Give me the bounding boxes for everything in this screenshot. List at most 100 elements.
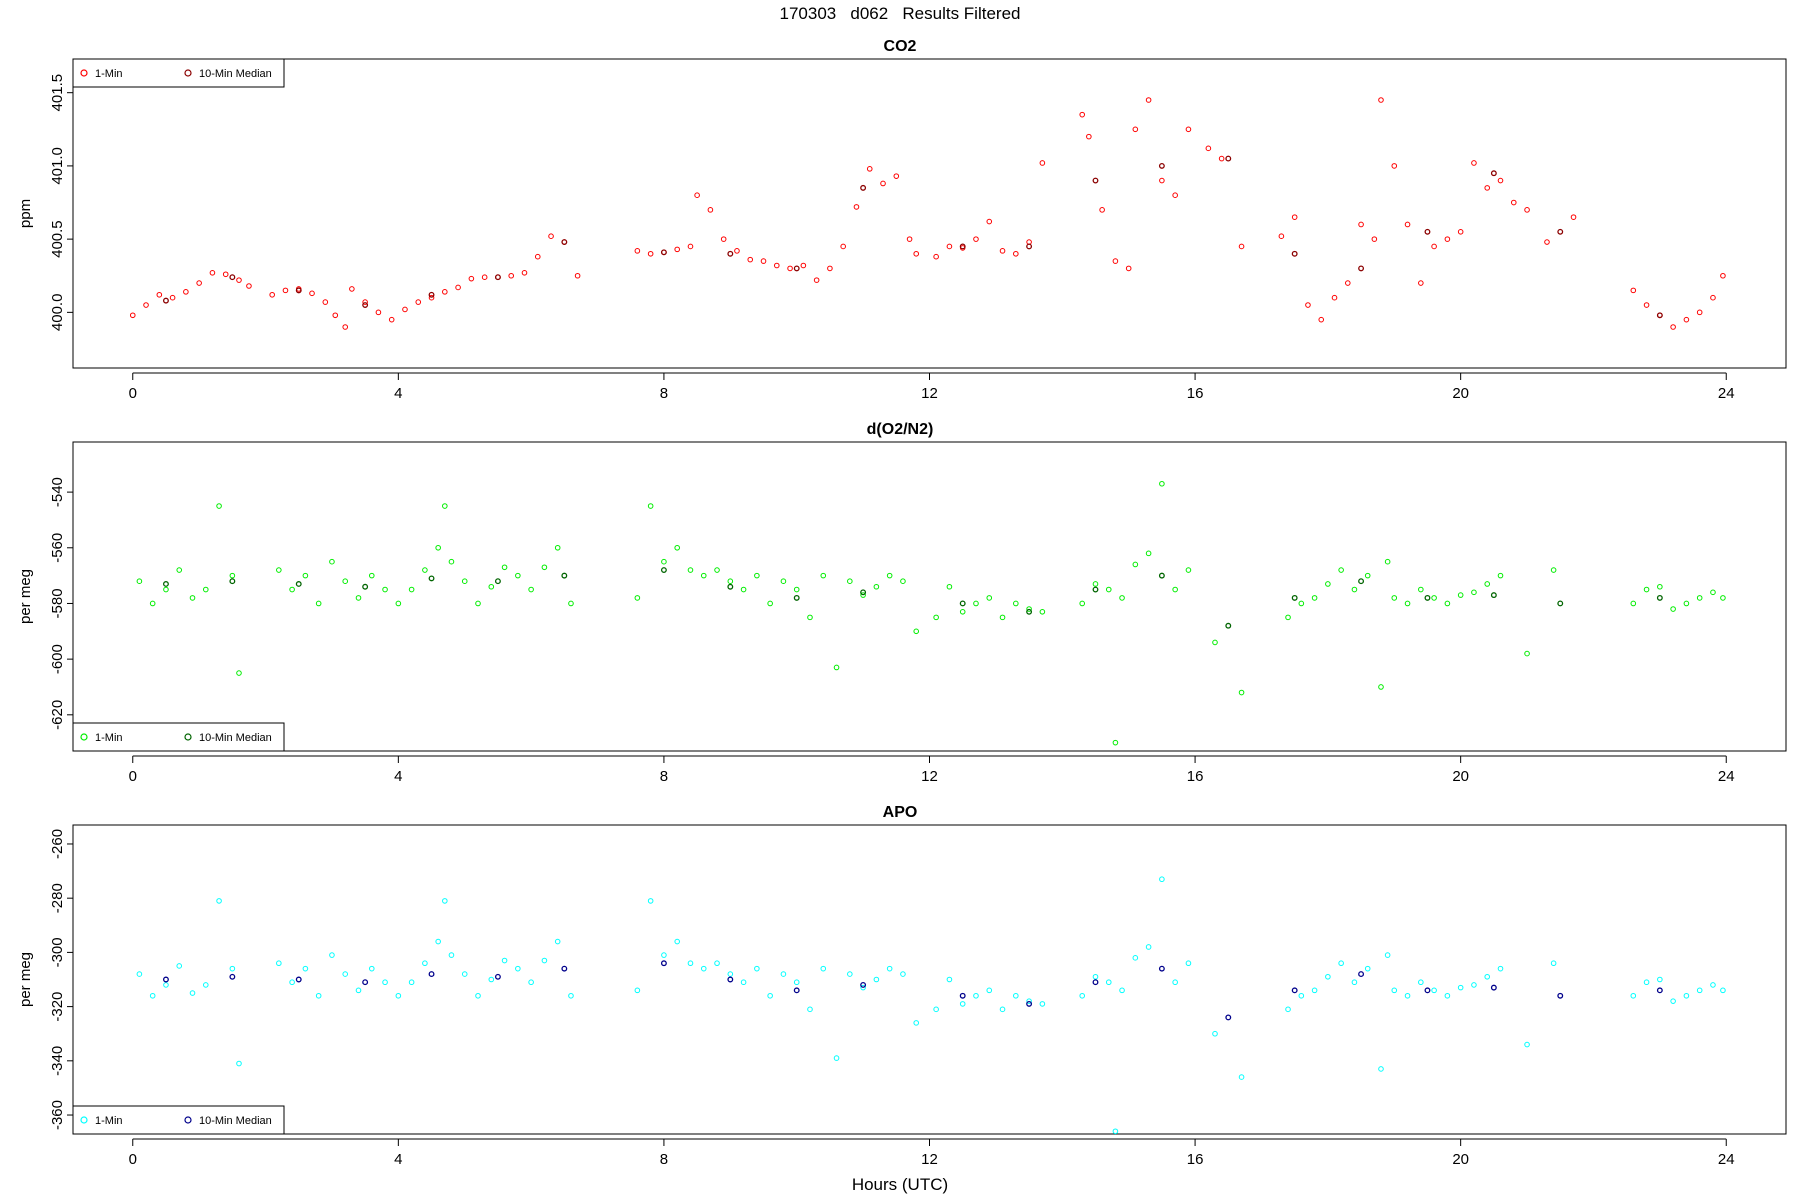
data-point-one-min bbox=[1086, 133, 1092, 140]
data-point-median bbox=[1358, 971, 1365, 978]
legend-marker-co2-median bbox=[184, 69, 192, 77]
y-ticks-o2n2: -620 -600 -580 -560 -540 bbox=[49, 477, 73, 730]
data-point-one-min bbox=[893, 173, 900, 179]
data-point-one-min bbox=[1391, 595, 1398, 601]
data-point-one-min bbox=[827, 265, 833, 272]
data-point-one-min bbox=[866, 166, 873, 172]
data-point-median bbox=[1490, 984, 1497, 991]
data-point-median bbox=[561, 239, 568, 246]
data-point-one-min bbox=[847, 971, 853, 977]
y-tick-label: -560 bbox=[49, 533, 66, 563]
data-point-median bbox=[1656, 312, 1663, 319]
data-point-one-min bbox=[1391, 987, 1398, 994]
data-point-one-min bbox=[1696, 309, 1703, 316]
data-point-one-min bbox=[236, 277, 242, 283]
data-point-one-min bbox=[1630, 992, 1637, 999]
x-tick-label: 8 bbox=[660, 1151, 668, 1168]
data-point-one-min bbox=[1325, 581, 1331, 587]
data-point-one-min bbox=[1092, 973, 1099, 980]
data-point-one-min bbox=[1159, 177, 1165, 184]
y-tick-label: -600 bbox=[49, 644, 66, 674]
data-point-median bbox=[793, 594, 800, 601]
legend-marker-co2-one-min bbox=[80, 69, 88, 77]
data-point-one-min bbox=[176, 567, 183, 573]
data-point-one-min bbox=[700, 965, 707, 972]
data-point-one-min bbox=[508, 272, 515, 279]
data-point-one-min bbox=[1364, 572, 1371, 579]
data-point-one-min bbox=[1378, 684, 1384, 690]
data-point-one-min bbox=[707, 207, 714, 213]
data-point-one-min bbox=[222, 271, 229, 278]
data-point-median bbox=[1358, 578, 1365, 585]
data-point-one-min bbox=[933, 1006, 939, 1013]
data-point-one-min bbox=[1457, 229, 1464, 235]
data-point-one-min bbox=[269, 291, 275, 298]
data-point-one-min bbox=[747, 256, 754, 263]
data-point-one-min bbox=[880, 180, 886, 187]
data-point-median bbox=[561, 965, 568, 972]
data-point-median bbox=[229, 578, 236, 585]
legend-box-co2 bbox=[72, 58, 285, 88]
data-point-one-min bbox=[860, 984, 866, 991]
data-point-median bbox=[494, 973, 501, 980]
data-point-one-min bbox=[1079, 600, 1086, 607]
data-point-one-min bbox=[349, 286, 355, 292]
data-point-one-min bbox=[322, 299, 329, 305]
series-one-min bbox=[136, 480, 1726, 746]
data-point-median bbox=[1557, 992, 1564, 999]
data-point-one-min bbox=[342, 324, 349, 330]
data-point-median bbox=[163, 297, 169, 304]
y-tick-label: 401.5 bbox=[49, 74, 66, 112]
y-tick-label: -300 bbox=[49, 937, 66, 967]
data-point-median bbox=[1291, 250, 1298, 257]
y-tick-label: -280 bbox=[49, 883, 66, 913]
legend-o2n2: 1-Min 10-Min Median bbox=[72, 722, 285, 752]
data-point-one-min bbox=[1172, 192, 1178, 198]
series-one-min bbox=[129, 97, 1726, 330]
data-point-one-min bbox=[727, 578, 734, 584]
data-point-median bbox=[295, 976, 302, 983]
data-point-median bbox=[1225, 155, 1232, 162]
x-tick-label: 16 bbox=[1187, 385, 1204, 402]
x-tick-label: 24 bbox=[1718, 1151, 1735, 1168]
data-point-one-min bbox=[840, 243, 846, 250]
x-axis-label: Hours (UTC) bbox=[852, 1175, 948, 1194]
data-point-one-min bbox=[999, 248, 1006, 254]
data-point-one-min bbox=[1039, 1001, 1046, 1007]
data-point-one-min bbox=[661, 558, 667, 565]
data-point-one-min bbox=[1338, 960, 1344, 967]
data-point-median bbox=[1291, 594, 1298, 601]
data-point-median bbox=[163, 581, 169, 587]
data-point-one-min bbox=[455, 284, 461, 291]
data-point-one-min bbox=[1105, 979, 1112, 986]
data-point-median bbox=[660, 249, 667, 256]
x-tick-label: 16 bbox=[1187, 768, 1204, 785]
data-point-one-min bbox=[289, 586, 295, 593]
data-point-median bbox=[1092, 586, 1099, 593]
x-tick-label: 16 bbox=[1187, 1151, 1204, 1168]
data-point-median bbox=[1225, 1014, 1232, 1021]
data-point-one-min bbox=[661, 952, 667, 958]
y-tick-label: -540 bbox=[49, 477, 66, 507]
y-ticks-apo: -360 -340 -320 -300 -280 -260 bbox=[49, 829, 73, 1130]
data-point-one-min bbox=[913, 628, 920, 635]
data-point-median bbox=[793, 987, 800, 994]
data-point-one-min bbox=[1132, 955, 1139, 961]
data-point-one-min bbox=[1092, 581, 1099, 587]
data-point-one-min bbox=[773, 262, 780, 269]
data-point-median bbox=[229, 973, 236, 980]
data-point-median bbox=[1490, 170, 1497, 177]
data-point-one-min bbox=[402, 306, 408, 313]
x-tick-label: 24 bbox=[1718, 768, 1735, 785]
data-point-one-min bbox=[302, 572, 309, 579]
data-point-median bbox=[727, 583, 734, 590]
data-point-one-min bbox=[886, 965, 893, 972]
data-point-one-min bbox=[468, 275, 475, 282]
data-point-one-min bbox=[820, 965, 827, 972]
panel-title-apo: APO bbox=[883, 804, 918, 821]
data-point-one-min bbox=[1026, 998, 1032, 1004]
data-point-one-min bbox=[1457, 984, 1464, 991]
x-tick-label: 0 bbox=[129, 1151, 137, 1168]
data-point-one-min bbox=[375, 309, 382, 316]
data-point-one-min bbox=[754, 965, 760, 972]
